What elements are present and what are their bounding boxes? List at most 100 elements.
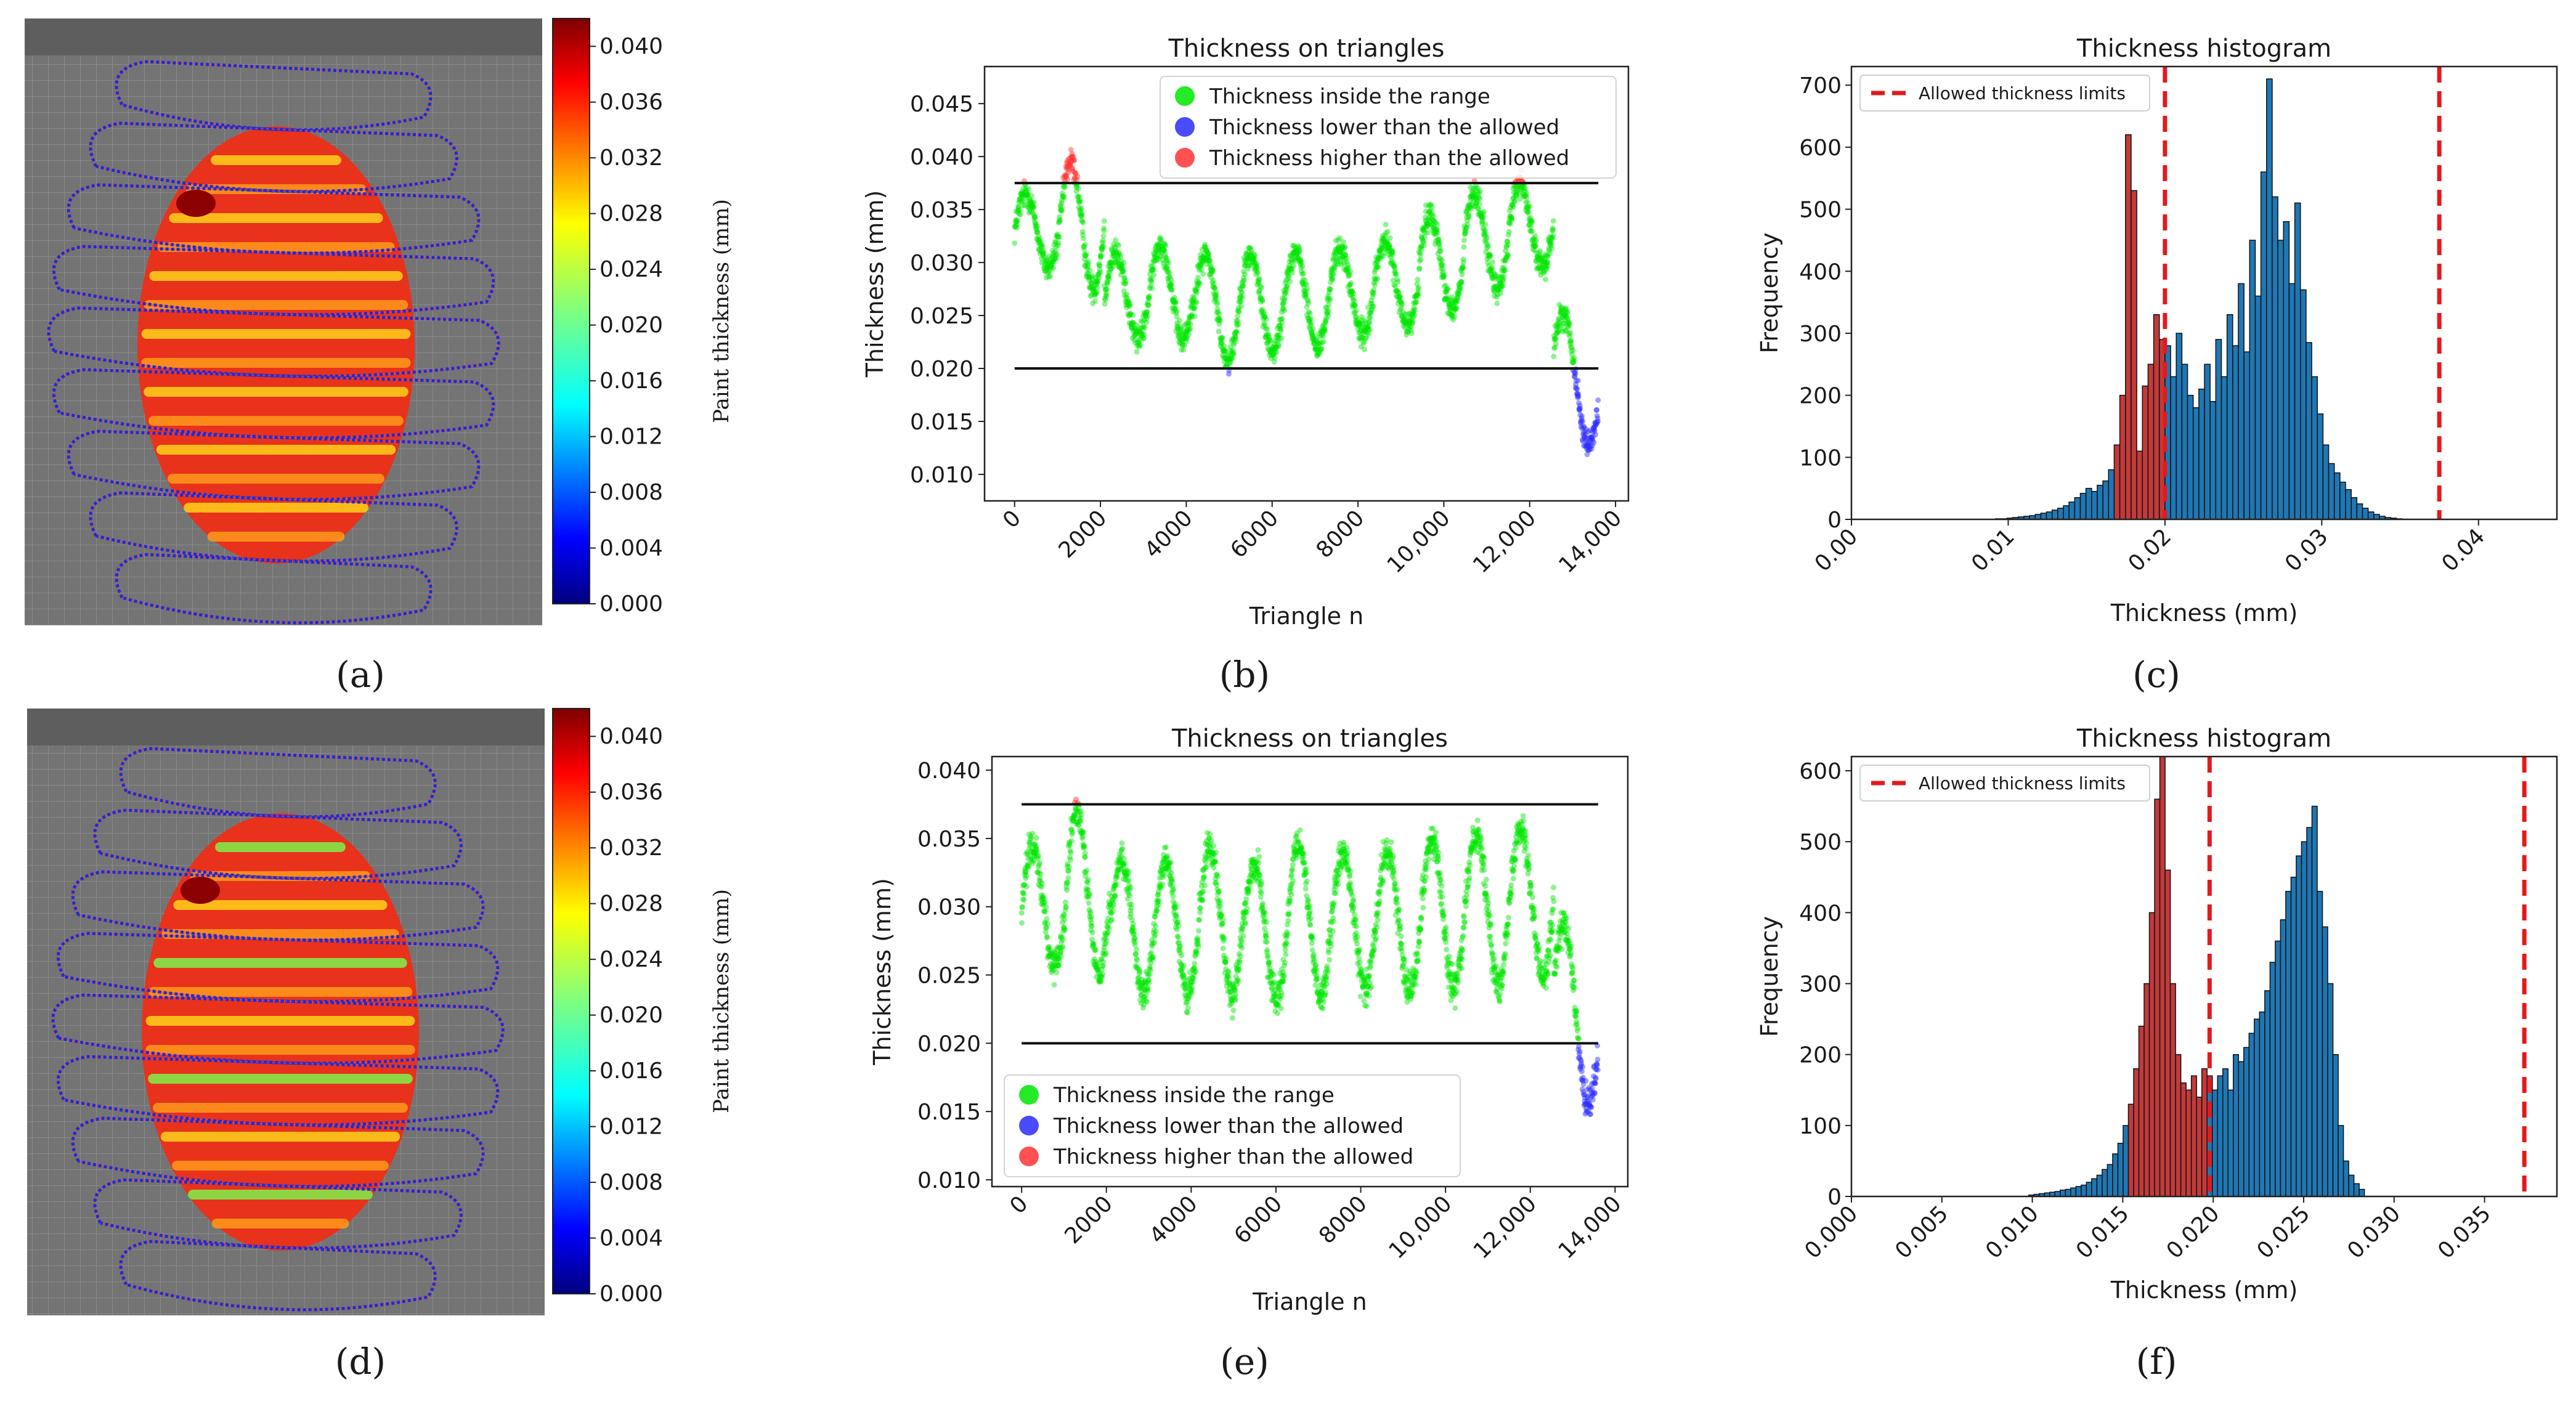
data-point	[1162, 266, 1168, 272]
data-point	[1087, 274, 1094, 280]
data-point	[1230, 351, 1237, 357]
histogram-bar	[2051, 510, 2058, 520]
spray-trajectories-a	[47, 60, 500, 625]
data-point	[1463, 898, 1469, 904]
data-point	[1148, 277, 1154, 283]
data-point	[1156, 248, 1162, 254]
data-point	[1030, 830, 1036, 837]
data-point	[1182, 331, 1188, 337]
data-point	[1152, 254, 1158, 261]
data-point	[1342, 244, 1348, 250]
data-point	[1017, 207, 1023, 213]
histogram-bar	[2272, 196, 2278, 520]
data-point	[1375, 275, 1381, 282]
data-point	[1086, 891, 1092, 897]
data-point	[1212, 285, 1218, 291]
data-point	[1077, 211, 1083, 217]
data-point	[1418, 257, 1424, 263]
histogram-bar	[2328, 463, 2335, 520]
histogram-bar	[2327, 983, 2334, 1197]
data-point	[1058, 206, 1065, 213]
data-point	[1413, 981, 1419, 988]
data-point	[1241, 915, 1247, 921]
y-tick-label: 0.025	[910, 304, 973, 329]
data-point	[1136, 326, 1142, 332]
colorbar-d: 0.0000.0040.0080.0120.0160.0200.0240.028…	[552, 708, 734, 1307]
data-point	[1208, 838, 1214, 844]
data-point	[1221, 354, 1227, 360]
data-point	[1194, 950, 1200, 956]
thickness-stripe	[153, 958, 407, 968]
data-point	[1126, 303, 1132, 309]
chart-title: Thickness on triangles	[1168, 35, 1444, 63]
data-point	[1369, 954, 1375, 960]
data-point	[1477, 188, 1483, 194]
data-point	[1066, 160, 1072, 166]
data-point	[1154, 908, 1160, 914]
data-point	[1158, 248, 1164, 254]
data-point	[1142, 312, 1148, 319]
data-point	[1093, 947, 1099, 953]
data-point	[1368, 959, 1374, 965]
data-point	[1119, 267, 1125, 273]
data-point	[1119, 263, 1125, 269]
data-point	[1595, 1066, 1601, 1073]
data-point	[1482, 222, 1489, 228]
data-point	[1164, 269, 1171, 275]
trajectory-red	[52, 368, 495, 439]
data-point	[1096, 270, 1102, 277]
data-point	[1390, 252, 1396, 258]
data-point	[1204, 261, 1210, 267]
data-point	[1576, 1044, 1582, 1050]
data-point	[1068, 154, 1075, 160]
data-point	[1030, 211, 1036, 217]
data-point	[1524, 193, 1530, 200]
histogram-bar	[2123, 1125, 2129, 1197]
data-point	[1527, 203, 1533, 209]
data-point	[1153, 923, 1159, 929]
data-point	[1511, 863, 1518, 869]
data-point	[1318, 346, 1325, 352]
data-point	[1048, 265, 1054, 271]
data-point	[1032, 214, 1038, 221]
colorbar-tick-label: 0.028	[599, 201, 663, 227]
data-point	[1063, 172, 1069, 178]
data-point	[1200, 271, 1206, 277]
data-point	[1201, 874, 1208, 880]
data-point	[1523, 840, 1529, 846]
data-point	[1078, 811, 1084, 818]
data-point	[1553, 336, 1559, 342]
data-point	[1123, 280, 1129, 286]
data-point	[1055, 240, 1062, 246]
data-point	[1240, 294, 1246, 300]
data-point	[1136, 339, 1142, 346]
data-point	[1335, 881, 1341, 887]
data-point	[1238, 290, 1245, 296]
data-point	[1125, 298, 1131, 304]
data-point	[1066, 167, 1072, 173]
data-point	[1043, 265, 1049, 271]
data-point	[1537, 248, 1543, 254]
data-point	[1208, 264, 1214, 270]
data-point	[1159, 246, 1165, 252]
data-point	[1025, 205, 1031, 211]
data-point	[1328, 943, 1335, 949]
data-point	[1229, 338, 1235, 344]
histogram-bar	[2169, 983, 2176, 1197]
data-point	[1238, 294, 1244, 300]
data-point	[1057, 217, 1063, 223]
data-point	[1073, 183, 1079, 189]
data-point	[1221, 359, 1227, 365]
data-point	[1398, 933, 1404, 940]
data-point	[1180, 331, 1186, 337]
data-point	[1207, 258, 1213, 264]
data-point	[1070, 829, 1076, 835]
data-point	[1195, 263, 1201, 269]
histogram-bar	[2254, 1018, 2261, 1197]
data-point	[1110, 241, 1116, 247]
data-point	[1144, 309, 1150, 315]
data-point	[1143, 993, 1149, 999]
data-point	[1227, 360, 1233, 366]
data-point	[1426, 856, 1432, 863]
